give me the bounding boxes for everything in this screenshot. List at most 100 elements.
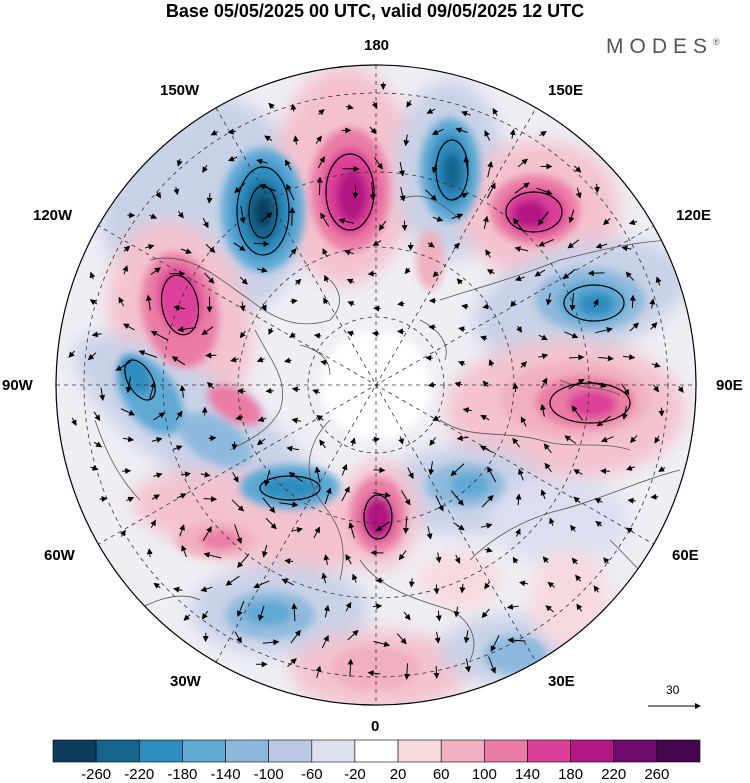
wind-vector (239, 330, 246, 339)
wind-vector (138, 350, 157, 358)
wind-vector (145, 244, 155, 250)
wind-vector (428, 324, 436, 331)
wind-vector (345, 104, 354, 110)
wind-vector (625, 527, 634, 534)
wind-vector (570, 524, 577, 532)
wind-vector (320, 212, 330, 227)
wind-vector (520, 416, 527, 427)
wind-vector (372, 603, 383, 610)
wind-vector (518, 468, 524, 481)
wind-vector (488, 656, 496, 674)
wind-vector (629, 294, 636, 309)
wind-vector (653, 384, 659, 393)
wind-vector (234, 524, 243, 545)
wind-vector (654, 435, 661, 444)
wind-vector (458, 360, 466, 367)
wind-vector (93, 411, 101, 422)
wind-vector (173, 186, 180, 196)
wind-vector (231, 441, 238, 451)
wind-vector (506, 603, 519, 610)
wind-vector (173, 445, 183, 451)
wind-vector (488, 359, 495, 367)
wind-vector (425, 189, 437, 201)
wind-vector (264, 135, 273, 142)
wind-vector (318, 109, 325, 116)
wind-vector (481, 494, 494, 508)
colorbar-label: -60 (300, 766, 323, 783)
wind-vector (239, 276, 248, 285)
wind-vector (434, 631, 441, 644)
lon-label-180: 180 (364, 37, 390, 54)
wind-vector (621, 245, 632, 252)
lon-label-120e: 120E (676, 207, 712, 224)
wind-vector (261, 303, 267, 312)
wind-vector (288, 472, 303, 483)
wind-vector (509, 128, 516, 139)
wind-vector (173, 304, 186, 311)
wind-vector (482, 380, 489, 388)
wind-vector (122, 265, 129, 275)
wind-vector (373, 640, 391, 648)
wind-vector (625, 271, 635, 281)
wind-vector (464, 658, 471, 673)
wind-vector (177, 210, 184, 219)
wind-vector (456, 278, 463, 285)
wind-vector (516, 325, 522, 333)
wind-vector (205, 244, 216, 253)
colorbar-label: 60 (432, 766, 450, 783)
wind-vector (594, 498, 603, 504)
wind-vector (256, 438, 266, 446)
wind-vector (402, 516, 409, 534)
wind-vector (576, 603, 583, 612)
wind-vector (115, 361, 132, 371)
wind-vector (431, 128, 444, 135)
wind-vector (432, 216, 444, 222)
wind-vector (179, 384, 186, 398)
wind-vector (515, 528, 521, 537)
colorbar-cell (354, 739, 399, 763)
wind-vector (316, 176, 323, 196)
wind-vector (450, 463, 465, 477)
colorbar-cell (268, 739, 313, 763)
wind-vectors (68, 82, 684, 680)
wind-vector (492, 107, 499, 117)
wind-vector (118, 296, 125, 307)
wind-vector (260, 212, 273, 223)
wind-vector (202, 526, 212, 541)
wind-vector (126, 496, 135, 503)
wind-vector (234, 182, 246, 194)
wind-vector (262, 639, 280, 646)
wind-vector (177, 326, 197, 333)
wind-vector (153, 472, 163, 479)
wind-vector (629, 322, 640, 332)
wind-vector (89, 271, 96, 280)
wind-vector (203, 552, 222, 559)
wind-vector (239, 205, 246, 224)
lon-label-0: 0 (371, 718, 380, 735)
wind-vector (456, 435, 469, 442)
wind-vector (484, 581, 491, 590)
wind-vector (313, 526, 320, 538)
wind-vector (484, 547, 493, 553)
wind-vector (432, 415, 441, 422)
wind-vector (514, 182, 530, 194)
wind-vector (562, 268, 576, 280)
wind-vector (593, 183, 600, 194)
wind-vector (543, 443, 552, 454)
wind-vector (93, 441, 103, 448)
wind-vector (403, 134, 410, 147)
lon-label-90e: 90E (716, 377, 743, 394)
wind-vector (237, 553, 250, 568)
wind-vector (176, 158, 183, 167)
wind-vector (573, 496, 581, 504)
wind-vector (544, 462, 552, 473)
wind-vector (369, 126, 377, 135)
wind-vector (347, 629, 359, 641)
wind-vector (515, 493, 522, 506)
wind-vector (372, 491, 391, 498)
wind-vector (482, 215, 489, 229)
wind-vector (538, 353, 549, 360)
wind-vector (321, 635, 329, 649)
wind-vector (461, 110, 471, 117)
wind-vector (99, 496, 108, 503)
